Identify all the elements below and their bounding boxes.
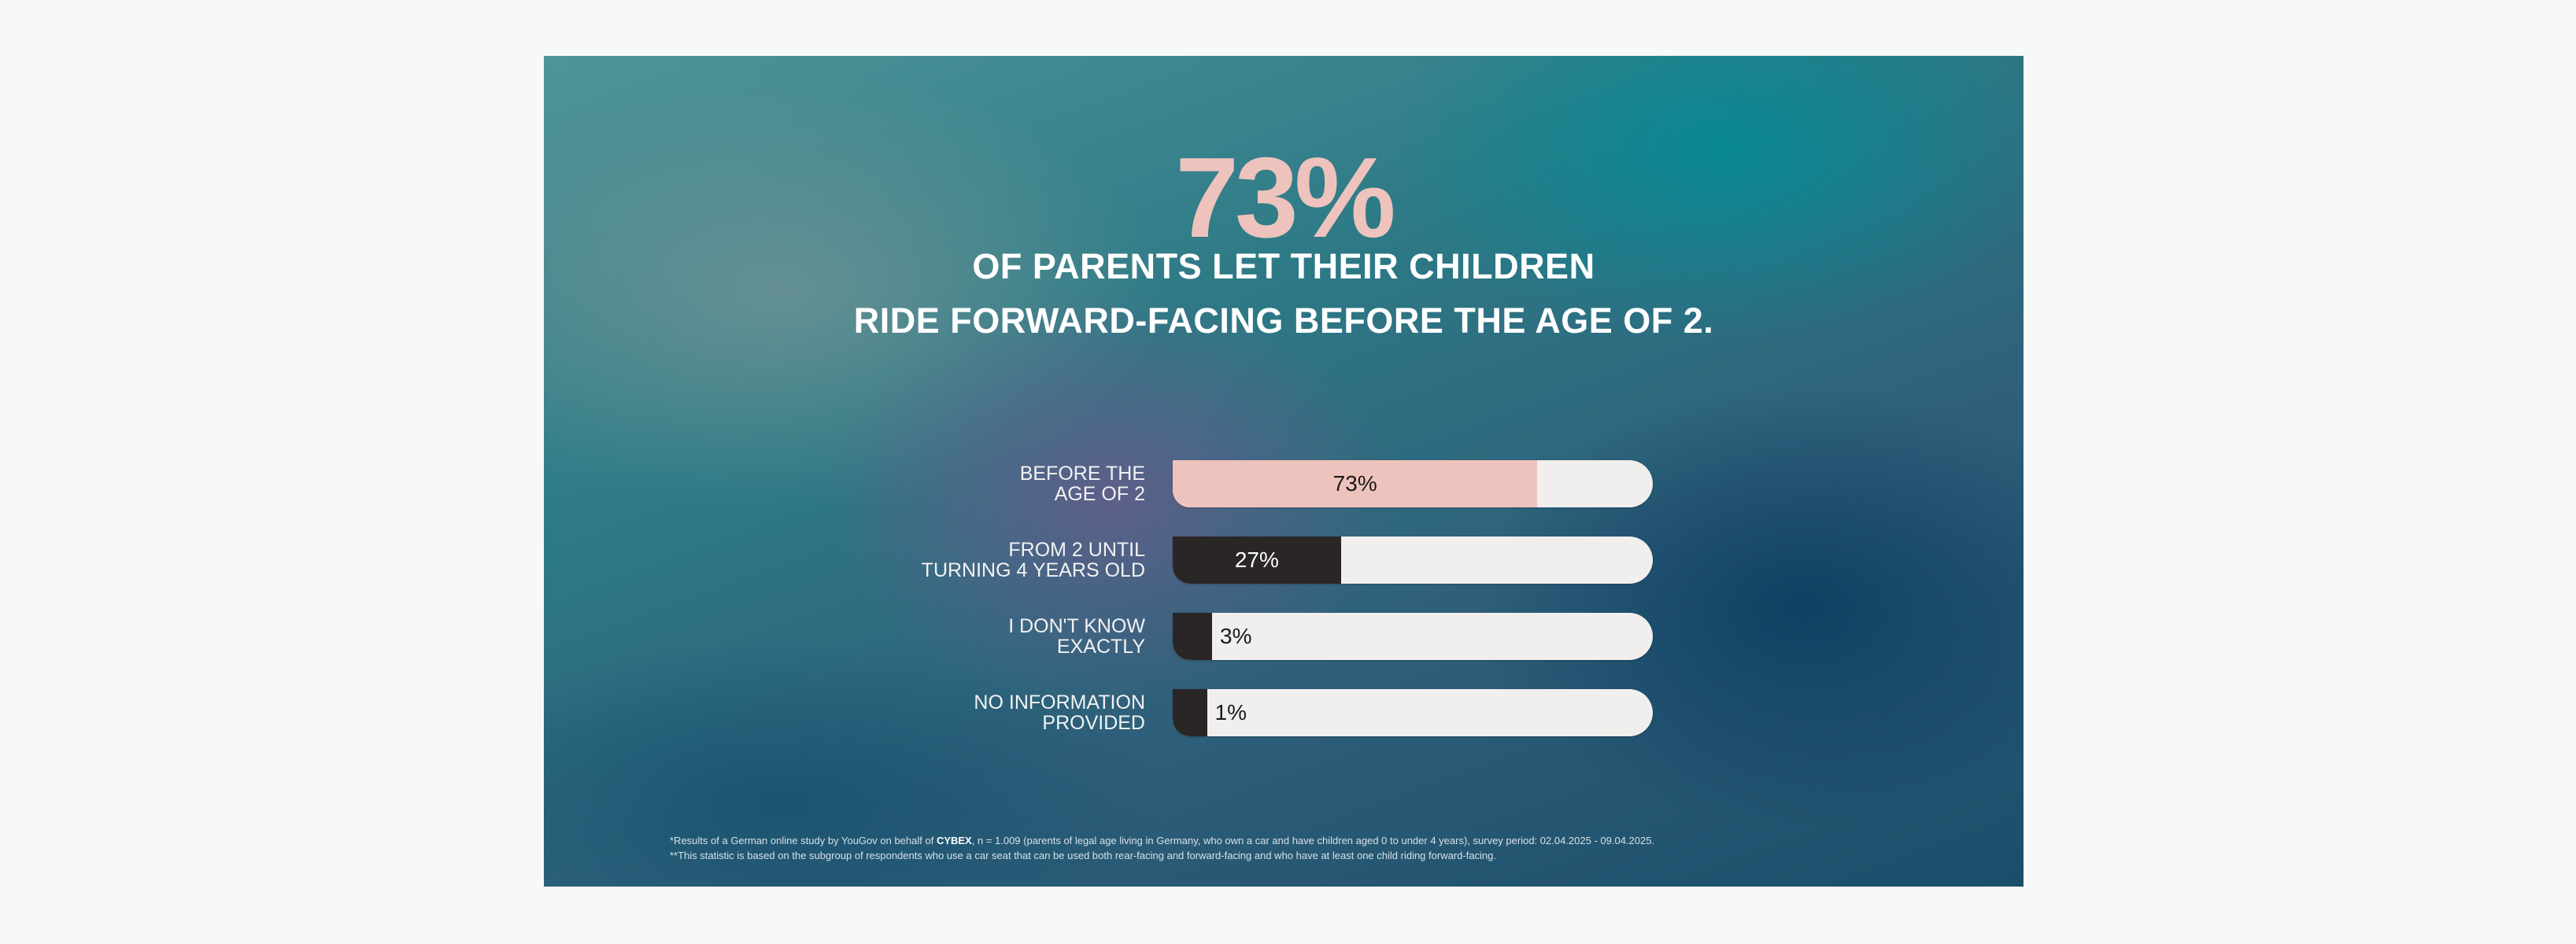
footnote-1-brand: CYBEX bbox=[936, 835, 972, 846]
bar-value-label: 1% bbox=[1214, 700, 1247, 725]
bar-category-label: I DON'T KNOW EXACTLY bbox=[752, 613, 1145, 660]
bar-value-label: 3% bbox=[1220, 624, 1252, 648]
bar-track: 1% bbox=[1173, 689, 1653, 736]
bar-track: 73% bbox=[1173, 460, 1653, 507]
bar-category-label: BEFORE THE AGE OF 2 bbox=[752, 460, 1145, 507]
bar-category-label-line: NO INFORMATION bbox=[974, 691, 1145, 714]
bar-row: FROM 2 UNTIL TURNING 4 YEARS OLD 27% bbox=[544, 537, 2023, 584]
bar-row: BEFORE THE AGE OF 2 73% bbox=[544, 460, 2023, 507]
bar-value-label: 27% bbox=[1234, 548, 1279, 572]
subtitle-line-2: RIDE FORWARD-FACING BEFORE THE AGE OF 2. bbox=[853, 301, 1714, 341]
footnote-1: *Results of a German online study by You… bbox=[670, 835, 1654, 846]
bar-category-label-line: AGE OF 2 bbox=[1054, 483, 1145, 505]
bar-category-label-line: BEFORE THE bbox=[1019, 463, 1145, 485]
bar-category-label-line: PROVIDED bbox=[1042, 712, 1145, 734]
headline-stat: 73% bbox=[1175, 134, 1395, 261]
subtitle-line-1: OF PARENTS LET THEIR CHILDREN bbox=[972, 246, 1595, 286]
footnote-1-post: , n = 1.009 (parents of legal age living… bbox=[971, 835, 1655, 846]
bar-row: I DON'T KNOW EXACTLY 3% bbox=[544, 613, 2023, 660]
bar-category-label-line: TURNING 4 YEARS OLD bbox=[921, 559, 1145, 581]
bar-fill bbox=[1173, 613, 1213, 660]
bar-fill bbox=[1173, 460, 1538, 507]
bar-category-label-line: EXACTLY bbox=[1056, 636, 1145, 658]
bar-track: 3% bbox=[1173, 613, 1653, 660]
bar-category-label-line: I DON'T KNOW bbox=[1008, 615, 1145, 637]
bar-track: 27% bbox=[1173, 537, 1653, 584]
bar-row: NO INFORMATION PROVIDED 1% bbox=[544, 689, 2023, 736]
bar-category-label: NO INFORMATION PROVIDED bbox=[752, 689, 1145, 736]
bar-value-label: 73% bbox=[1332, 471, 1377, 496]
footnote-2: **This statistic is based on the subgrou… bbox=[670, 850, 1497, 861]
bar-category-label-line: FROM 2 UNTIL bbox=[1008, 539, 1145, 561]
footnote-1-pre: *Results of a German online study by You… bbox=[670, 835, 937, 846]
bar-fill bbox=[1173, 537, 1341, 584]
infographic-card: 73% OF PARENTS LET THEIR CHILDREN RIDE F… bbox=[544, 56, 2023, 887]
bar-fill bbox=[1173, 689, 1207, 736]
bar-category-label: FROM 2 UNTIL TURNING 4 YEARS OLD bbox=[752, 537, 1145, 584]
